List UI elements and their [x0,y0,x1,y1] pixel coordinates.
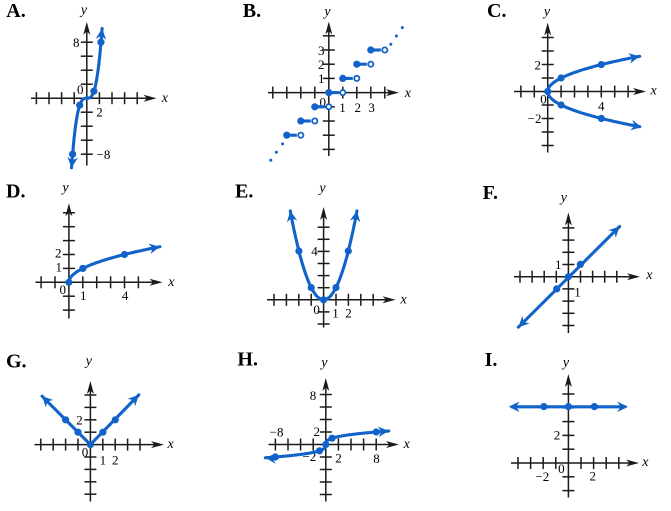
svg-text:2: 2 [354,100,361,115]
svg-text:B.: B. [243,0,261,22]
svg-text:1: 1 [339,100,346,115]
svg-text:4: 4 [598,99,605,114]
svg-text:−2: −2 [528,111,542,126]
svg-text:C.: C. [487,0,506,22]
svg-text:2: 2 [96,105,103,120]
svg-text:x: x [161,91,169,106]
svg-text:1: 1 [100,453,107,468]
svg-text:1: 1 [318,71,325,86]
svg-text:y: y [561,356,570,371]
svg-text:1: 1 [574,284,581,299]
svg-text:−2: −2 [535,469,549,484]
svg-text:A.: A. [6,0,25,22]
svg-text:F.: F. [483,182,498,204]
svg-text:0: 0 [313,302,320,317]
svg-text:3: 3 [368,100,375,115]
svg-text:8: 8 [373,451,380,466]
svg-text:y: y [317,181,326,196]
svg-text:y: y [79,3,88,18]
svg-text:1: 1 [555,257,562,272]
svg-text:2: 2 [314,424,321,439]
svg-text:2: 2 [345,305,352,320]
svg-text:H.: H. [237,349,258,371]
svg-text:y: y [542,4,551,19]
svg-text:x: x [403,437,411,452]
svg-text:8: 8 [310,388,317,403]
svg-text:−8: −8 [97,147,111,162]
svg-text:y: y [60,181,69,196]
svg-text:x: x [167,275,175,290]
svg-text:y: y [319,356,328,371]
svg-text:1: 1 [80,288,87,303]
svg-text:4: 4 [311,244,318,259]
svg-text:0: 0 [77,82,84,97]
svg-text:D.: D. [6,181,25,203]
svg-text:2: 2 [55,246,62,261]
svg-text:x: x [645,268,653,283]
svg-text:x: x [649,84,657,99]
svg-text:−8: −8 [270,424,284,439]
svg-text:2: 2 [76,412,83,427]
svg-text:I.: I. [485,349,498,371]
svg-text:G.: G. [6,351,27,373]
svg-text:x: x [404,86,412,101]
svg-text:3: 3 [318,43,325,58]
svg-text:y: y [84,354,93,369]
svg-text:0: 0 [60,282,67,297]
svg-text:x: x [399,293,407,308]
svg-text:2: 2 [554,428,561,443]
svg-text:2: 2 [318,57,325,72]
svg-text:1: 1 [332,305,339,320]
svg-text:2: 2 [535,58,542,73]
svg-text:8: 8 [73,35,80,50]
svg-text:x: x [641,455,649,470]
svg-text:y: y [322,4,331,19]
svg-text:2: 2 [112,453,119,468]
svg-text:0: 0 [540,92,547,107]
svg-text:0: 0 [558,461,565,476]
svg-text:2: 2 [590,469,597,484]
svg-text:x: x [166,437,174,452]
svg-text:1: 1 [56,260,63,275]
svg-text:E.: E. [235,181,253,203]
svg-text:4: 4 [122,288,129,303]
svg-text:0: 0 [82,444,89,459]
svg-text:2: 2 [335,451,342,466]
svg-text:0: 0 [320,94,327,109]
svg-text:y: y [559,191,568,206]
